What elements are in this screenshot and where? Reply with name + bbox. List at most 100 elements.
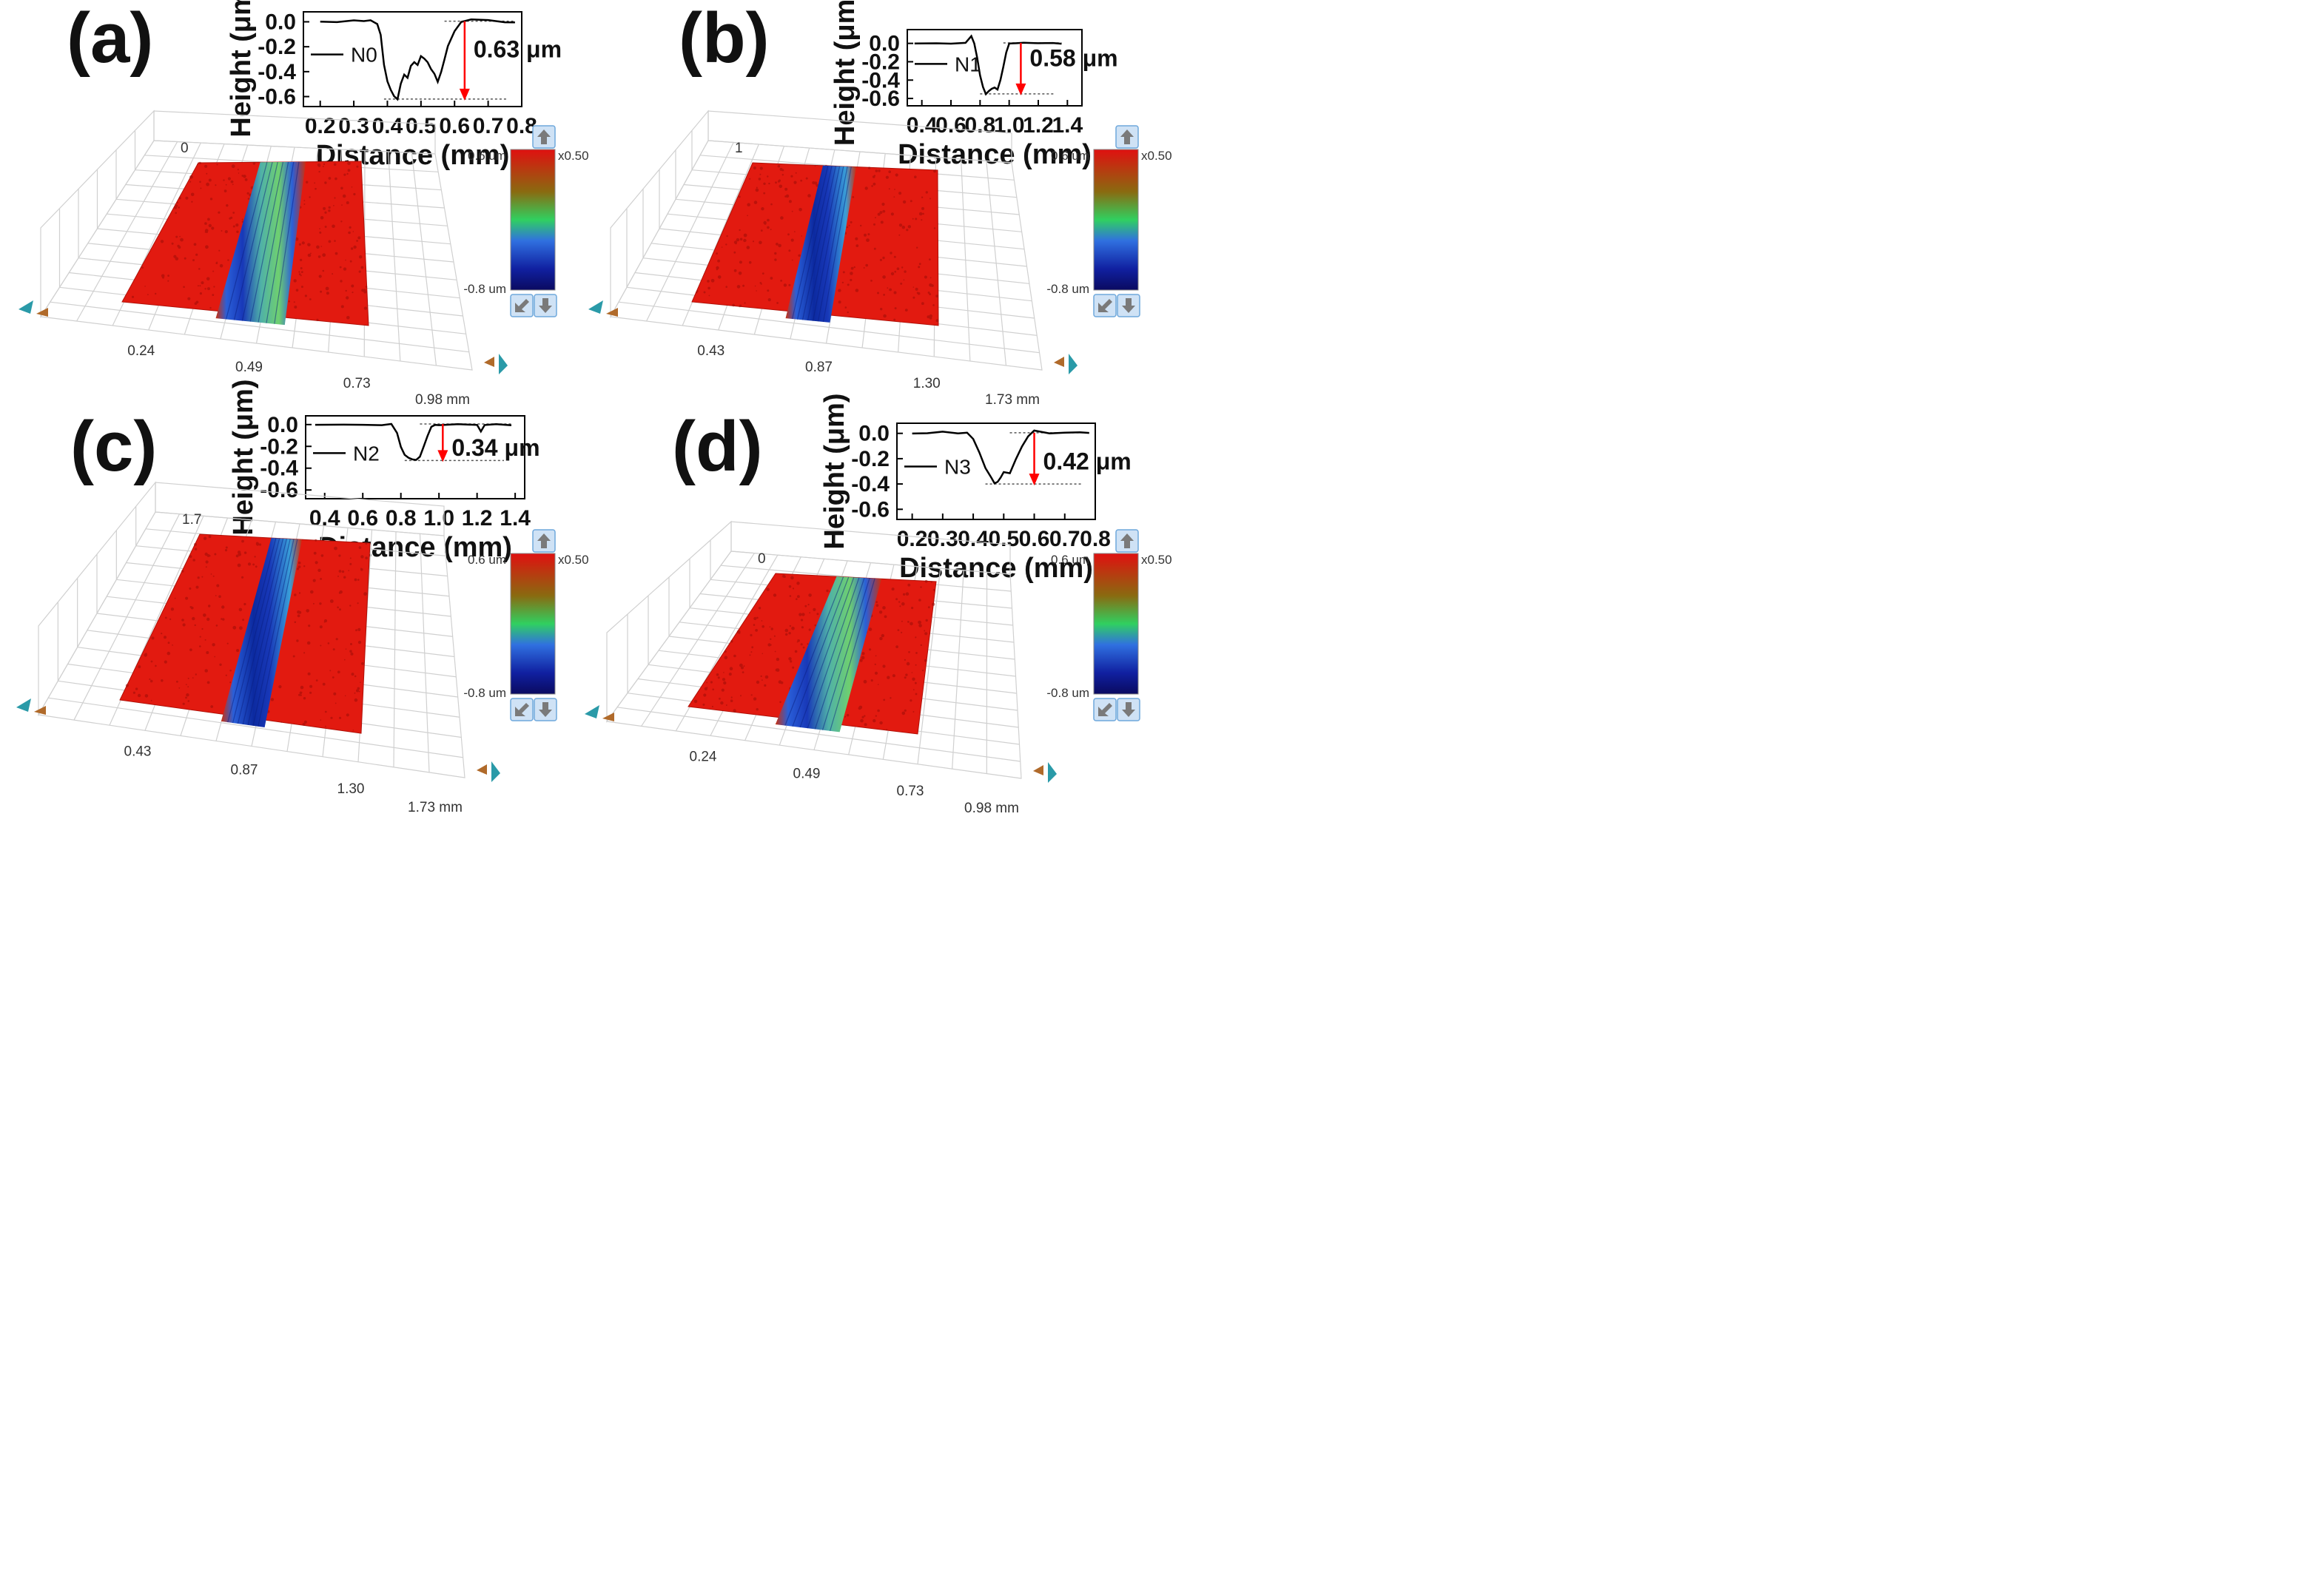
surface-speck [733, 269, 737, 272]
surface-speck [932, 588, 935, 591]
surface-speck [346, 172, 349, 175]
surface-speck [332, 224, 335, 229]
surface-speck [342, 194, 346, 198]
surface-speck [345, 289, 347, 292]
surface-speck [175, 204, 178, 207]
surface-speck [762, 272, 764, 275]
colorbar-down-button[interactable] [1117, 294, 1140, 317]
surface-speck [352, 231, 354, 232]
surface-speck [802, 646, 805, 649]
colorbar-reset-button[interactable] [1093, 294, 1117, 317]
x-tick-label: 0.6 [347, 506, 378, 531]
colorbar-scale-label: x0.50 [1141, 553, 1172, 567]
surface-speck [179, 235, 181, 238]
groove-streak [784, 576, 844, 726]
surface-speck [317, 255, 321, 258]
surface-speck [355, 629, 357, 632]
surface-speck [887, 676, 890, 679]
surface-speck [796, 598, 798, 600]
depth-arrow-head [1015, 83, 1026, 95]
surface-speck [711, 705, 714, 708]
surface-speck [302, 722, 306, 726]
surface-speck [184, 257, 186, 260]
surface-speck [800, 643, 803, 646]
colorbar-up-button[interactable] [532, 529, 556, 553]
surface-speck [773, 593, 777, 597]
surface-speck [221, 605, 225, 609]
surface-speck [354, 698, 358, 702]
chart-d-svg: (d) 0.0-0.2-0.4-0.60.2 0.3 0.4 0.5 0.6 0.7 0.8D… [585, 393, 1172, 816]
colorbar-up-button[interactable] [1115, 125, 1139, 149]
surface-speck [920, 644, 923, 647]
surface-speck [770, 277, 773, 280]
surface-speck [877, 684, 879, 685]
surface-speck [853, 266, 855, 269]
surface-speck [335, 252, 338, 255]
surface-speck [777, 180, 780, 183]
surface-speck [787, 233, 790, 236]
legend-label: N2 [353, 442, 380, 465]
surface-speck [350, 643, 352, 645]
surface-speck [850, 272, 853, 275]
surface-speck [789, 624, 792, 627]
surface-speck [901, 620, 903, 622]
surface-speck [198, 161, 201, 164]
surface-speck [785, 194, 790, 198]
colorbar [510, 149, 556, 291]
colorbar-top-label: 0.6 um [1051, 149, 1089, 163]
surface-speck [864, 715, 866, 717]
surface-speck [844, 306, 847, 309]
surface-speck [327, 642, 330, 644]
surface-speck [904, 659, 906, 661]
surface-speck [208, 178, 212, 182]
surface-speck [354, 578, 357, 582]
surface-speck [767, 226, 770, 229]
surface-speck [357, 687, 360, 690]
surface-speck [855, 237, 858, 240]
surface-speck [739, 229, 741, 232]
surface-speck [319, 625, 323, 629]
surface-speck [335, 638, 338, 641]
colorbar-down-button[interactable] [534, 294, 557, 317]
surface-speck [790, 576, 794, 580]
surface-speck [345, 259, 346, 261]
surface-speck [716, 252, 718, 255]
surface-speck [215, 595, 217, 596]
surface-speck [868, 627, 873, 631]
surface-speck [215, 624, 218, 627]
surface-speck [777, 164, 781, 168]
surface-speck [717, 676, 720, 679]
surface-speck [841, 281, 844, 284]
surface-speck [788, 657, 792, 661]
surface-speck [191, 201, 193, 203]
surface-speck [890, 697, 892, 699]
surface-speck [761, 620, 763, 622]
surface-speck [164, 660, 167, 664]
surface-speck [707, 286, 710, 290]
surface-speck [927, 292, 930, 294]
colorbar-down-button[interactable] [1117, 698, 1140, 721]
colorbar-reset-button[interactable] [510, 698, 534, 721]
colorbar-reset-button[interactable] [510, 294, 534, 317]
colorbar-down-button[interactable] [534, 698, 557, 721]
surface-speck [720, 701, 724, 705]
surface-x-tick-label: 0.49 [793, 767, 821, 782]
grid-line [48, 697, 463, 758]
surface-speck [929, 277, 932, 279]
surface-speck [189, 181, 192, 183]
colorbar-up-button[interactable] [532, 125, 556, 149]
colorbar-reset-button[interactable] [1093, 698, 1117, 721]
surface-speck [193, 243, 197, 246]
surface-speck [763, 220, 767, 225]
colorbar-up-button[interactable] [1115, 529, 1139, 553]
y-tick-label: -0.2 [260, 434, 298, 459]
surface-speck [174, 206, 178, 209]
surface-speck [796, 582, 800, 585]
surface-speck [807, 604, 810, 606]
surface-x-tick-label: 0.87 [231, 763, 258, 778]
reset-view-icon [1098, 299, 1112, 312]
surface-speck [753, 201, 758, 204]
surface-speck [733, 240, 738, 244]
surface-speck [726, 235, 728, 238]
panel-label: (c) [70, 407, 157, 486]
